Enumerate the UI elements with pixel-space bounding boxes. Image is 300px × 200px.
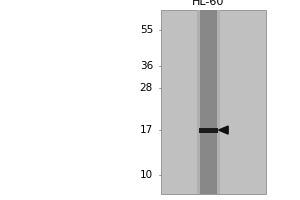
Text: 17: 17 [140,125,153,135]
Text: 28: 28 [140,83,153,93]
Text: 36: 36 [140,61,153,71]
Bar [200,10,217,194]
Text: 10: 10 [140,170,153,180]
Bar [199,128,218,133]
Bar [197,10,220,194]
Text: HL-60: HL-60 [192,0,225,7]
Bar [160,10,266,194]
Text: 55: 55 [140,25,153,35]
Polygon shape [218,126,228,134]
